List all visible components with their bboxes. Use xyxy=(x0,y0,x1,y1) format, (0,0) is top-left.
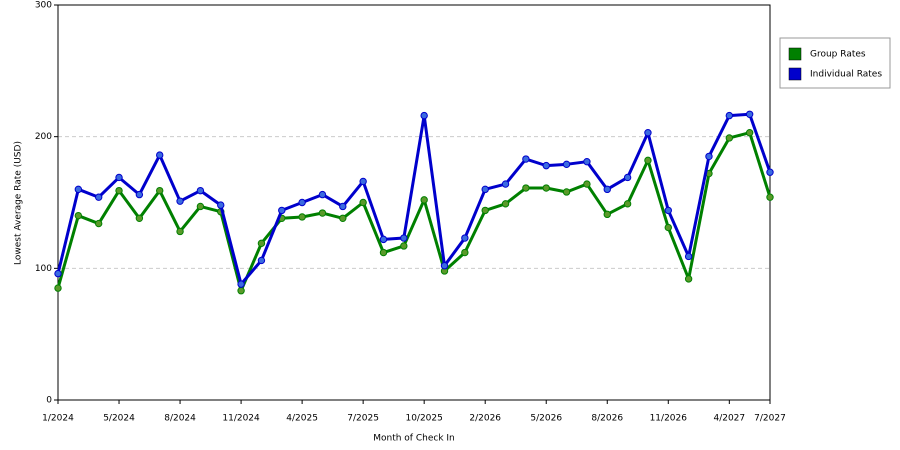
data-point xyxy=(156,186,164,195)
data-point xyxy=(562,188,571,196)
data-point xyxy=(54,269,62,278)
x-tick-label: 10/2025 xyxy=(405,414,442,424)
data-point xyxy=(644,129,652,137)
data-point xyxy=(562,160,571,169)
data-point xyxy=(603,185,611,194)
x-tick-label: 5/2026 xyxy=(530,414,562,424)
data-point xyxy=(664,206,672,215)
data-point xyxy=(176,197,184,205)
data-point xyxy=(298,213,306,221)
data-point xyxy=(135,190,144,199)
data-point xyxy=(257,256,266,265)
data-point xyxy=(461,248,469,257)
data-point xyxy=(522,184,530,192)
data-point xyxy=(583,180,591,188)
x-tick-label: 4/2027 xyxy=(713,414,745,424)
data-point xyxy=(420,111,428,120)
data-point xyxy=(623,173,632,182)
x-tick-label: 11/2024 xyxy=(222,414,260,424)
legend-swatch xyxy=(788,47,802,61)
data-point xyxy=(379,248,388,257)
data-point xyxy=(176,227,184,236)
data-point xyxy=(379,235,388,244)
data-point xyxy=(359,177,367,186)
data-point xyxy=(623,200,632,208)
x-tick-label: 2/2026 xyxy=(469,414,501,424)
data-point xyxy=(705,152,713,161)
data-point xyxy=(115,186,123,195)
data-point xyxy=(359,198,367,207)
legend-label: Group Rates xyxy=(810,50,866,60)
y-tick-label: 100 xyxy=(35,264,52,274)
plot-frame xyxy=(57,4,771,401)
data-point xyxy=(440,262,449,270)
data-point xyxy=(481,185,489,194)
data-point xyxy=(766,168,774,176)
legend-swatch xyxy=(788,67,802,81)
data-point xyxy=(684,275,693,283)
y-axis-label: Lowest Average Rate (USD) xyxy=(14,141,24,265)
data-point xyxy=(74,185,83,194)
x-axis-label: Month of Check In xyxy=(373,434,455,444)
series-line xyxy=(56,112,772,286)
data-point xyxy=(94,219,103,228)
data-point xyxy=(542,161,550,170)
data-point xyxy=(94,193,103,201)
x-tick-label: 8/2026 xyxy=(591,414,623,424)
y-tick-label: 200 xyxy=(35,132,52,142)
data-point xyxy=(278,206,286,215)
data-point xyxy=(115,173,123,182)
data-point xyxy=(766,193,774,201)
data-point xyxy=(725,134,734,142)
data-point xyxy=(237,287,245,295)
data-point xyxy=(237,280,245,288)
data-point xyxy=(745,129,754,137)
data-point xyxy=(339,202,347,211)
x-tick-label: 4/2025 xyxy=(286,414,318,424)
data-point xyxy=(644,156,652,165)
data-point xyxy=(583,157,591,166)
x-tick-label: 1/2024 xyxy=(42,414,74,424)
data-point xyxy=(501,180,510,188)
data-point xyxy=(420,196,428,204)
data-point xyxy=(400,242,408,250)
data-point xyxy=(318,190,327,199)
data-point xyxy=(603,210,611,219)
data-point xyxy=(196,202,205,211)
data-point xyxy=(318,209,327,217)
data-point xyxy=(217,201,225,209)
x-tick-label: 5/2024 xyxy=(103,414,135,424)
data-point xyxy=(725,111,734,120)
data-point xyxy=(196,186,205,195)
x-tick-label: 8/2024 xyxy=(164,414,196,424)
data-point xyxy=(74,211,83,220)
data-point xyxy=(54,284,62,292)
x-tick-label: 11/2026 xyxy=(650,414,688,424)
data-point xyxy=(135,214,144,223)
data-point xyxy=(522,155,530,163)
data-point xyxy=(501,200,510,208)
data-point xyxy=(684,252,693,261)
data-point xyxy=(339,214,347,223)
data-point xyxy=(745,110,754,118)
x-tick-label: 7/2025 xyxy=(347,414,379,424)
legend-label: Individual Rates xyxy=(810,70,882,80)
data-point xyxy=(257,239,266,248)
legend-box xyxy=(779,37,891,89)
data-point xyxy=(461,234,469,242)
y-tick-label: 0 xyxy=(46,396,52,406)
data-point xyxy=(400,234,408,242)
x-tick-label: 7/2027 xyxy=(754,414,786,424)
data-point xyxy=(298,198,306,207)
y-tick-label: 300 xyxy=(35,1,52,11)
series-line xyxy=(56,131,772,293)
data-point xyxy=(664,223,672,232)
data-point xyxy=(542,184,550,192)
data-point xyxy=(156,151,164,159)
data-point xyxy=(481,206,489,215)
